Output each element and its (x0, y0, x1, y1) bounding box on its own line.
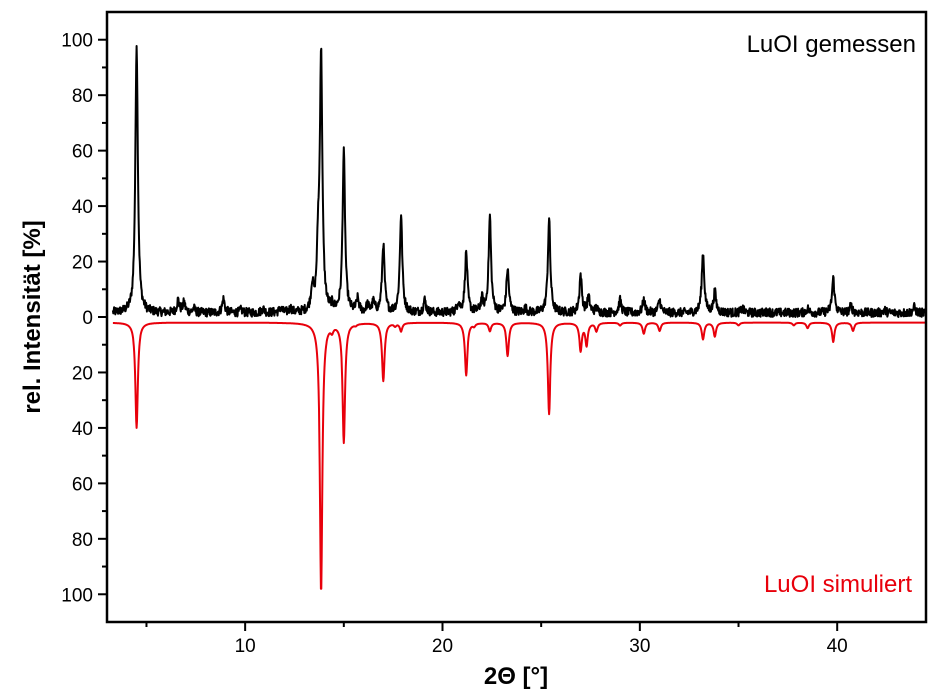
y-tick-label: 40 (72, 419, 93, 440)
y-tick-label: 20 (72, 253, 93, 274)
legend-simulated-label: LuOI simuliert (764, 571, 912, 598)
x-tick-label: 40 (827, 636, 848, 657)
y-tick-label: 100 (61, 585, 93, 606)
y-tick-label: 0 (82, 308, 93, 329)
y-tick-label: 60 (72, 142, 93, 163)
y-tick-label: 20 (72, 363, 93, 384)
y-tick-label: 80 (72, 530, 93, 551)
y-tick-label: 40 (72, 197, 93, 218)
y-tick-label: 60 (72, 474, 93, 495)
legend-measured-label: LuOI gemessen (747, 31, 916, 58)
x-axis-title: 2Θ [°] (484, 663, 548, 690)
x-tick-label: 20 (432, 636, 453, 657)
x-tick-label: 30 (629, 636, 650, 657)
series-measured-line (111, 45, 927, 318)
y-tick-label: 100 (61, 31, 93, 52)
y-tick-label: 80 (72, 86, 93, 107)
y-axis: 100 80 60 40 20 0 20 40 60 80 100 (61, 31, 107, 606)
x-tick-label: 10 (235, 636, 256, 657)
series-simulated-line (112, 321, 927, 590)
plot-area (111, 45, 927, 590)
x-axis: 10 20 30 40 (145, 622, 848, 657)
y-axis-title: rel. Intensität [%] (19, 220, 46, 413)
